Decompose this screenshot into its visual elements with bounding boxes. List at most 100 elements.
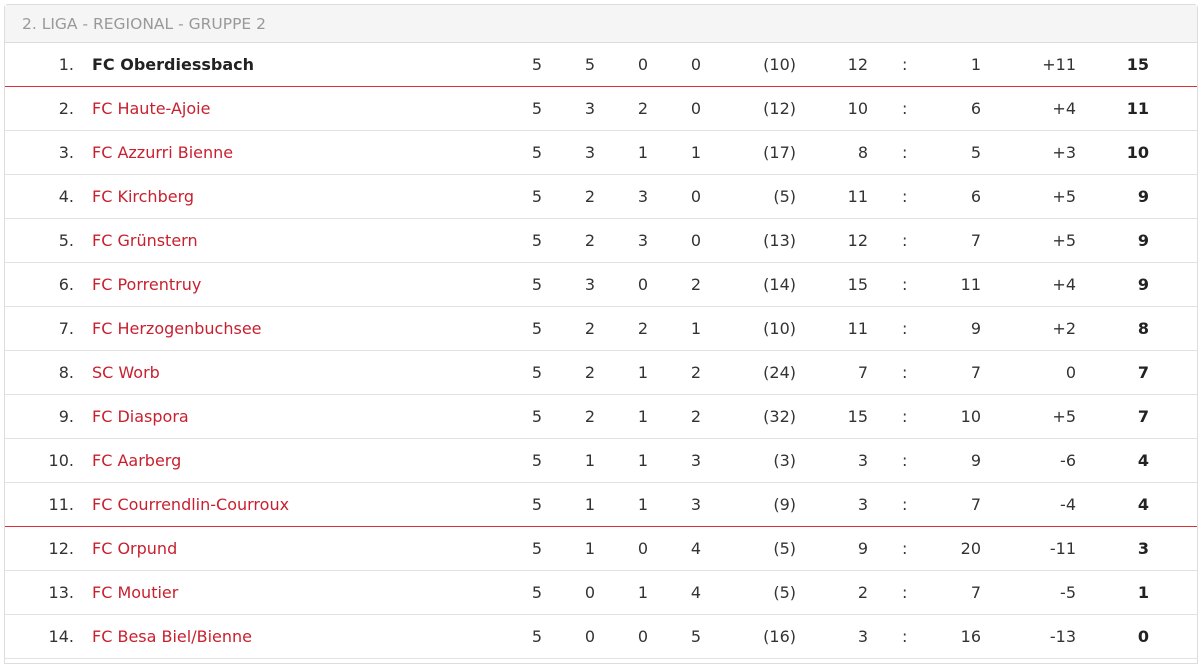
lost: 1 xyxy=(690,319,702,338)
team-link[interactable]: FC Courrendlin-Courroux xyxy=(92,495,290,514)
won: 2 xyxy=(584,231,596,250)
lost: 2 xyxy=(690,363,702,382)
won: 1 xyxy=(584,451,596,470)
table-row: 6. FC Porrentruy 5 3 0 2 (14) 15: 11 +4 9 xyxy=(5,263,1197,307)
lost: 4 xyxy=(690,583,702,602)
team-link[interactable]: FC Haute-Ajoie xyxy=(92,99,211,118)
drawn: 1 xyxy=(637,143,649,162)
goals-against: 7 xyxy=(970,231,981,250)
played: 5 xyxy=(531,187,543,206)
fairplay-points: (17) xyxy=(763,143,796,162)
played: 5 xyxy=(531,363,543,382)
played: 5 xyxy=(531,407,543,426)
points: 4 xyxy=(1137,495,1149,514)
rank: 7. xyxy=(58,319,74,338)
played: 5 xyxy=(531,275,543,294)
table-row: 7. FC Herzogenbuchsee 5 2 2 1 (10) 11: 9 +2 8 xyxy=(5,307,1197,351)
won: 3 xyxy=(584,143,596,162)
team-link[interactable]: SC Worb xyxy=(92,363,160,382)
won: 0 xyxy=(584,627,596,646)
goal-difference: +5 xyxy=(1052,187,1076,206)
fairplay-points: (5) xyxy=(773,539,796,558)
team-link[interactable]: FC Azzurri Bienne xyxy=(92,143,234,162)
goals-against: 6 xyxy=(970,187,981,206)
goals-for: 9 xyxy=(857,539,868,558)
rank: 13. xyxy=(48,583,74,602)
league-title: 2. LIGA - REGIONAL - GRUPPE 2 xyxy=(5,5,1197,43)
goals-against: 16 xyxy=(960,627,981,646)
table-row: 10. FC Aarberg 5 1 1 3 (3) 3: 9 -6 4 xyxy=(5,439,1197,483)
rank: 6. xyxy=(58,275,74,294)
goal-separator: : xyxy=(902,583,908,602)
goals-against: 7 xyxy=(970,583,981,602)
table-row: 5. FC Grünstern 5 2 3 0 (13) 12: 7 +5 9 xyxy=(5,219,1197,263)
fairplay-points: (12) xyxy=(763,99,796,118)
lost: 2 xyxy=(690,407,702,426)
lost: 3 xyxy=(690,495,702,514)
goals-for: 15 xyxy=(847,407,868,426)
drawn: 2 xyxy=(637,319,649,338)
team-link[interactable]: FC Porrentruy xyxy=(92,275,202,294)
team-link[interactable]: FC Diaspora xyxy=(92,407,189,426)
goals-against: 6 xyxy=(970,99,981,118)
rank: 5. xyxy=(58,231,74,250)
lost: 2 xyxy=(690,275,702,294)
goal-separator: : xyxy=(902,55,908,74)
table-row: 13. FC Moutier 5 0 1 4 (5) 2: 7 -5 1 xyxy=(5,571,1197,615)
team-link[interactable]: FC Aarberg xyxy=(92,451,182,470)
goal-separator: : xyxy=(902,495,908,514)
drawn: 3 xyxy=(637,231,649,250)
goals-against: 7 xyxy=(970,495,981,514)
goal-difference: +2 xyxy=(1052,319,1076,338)
goals-for: 11 xyxy=(847,319,868,338)
goal-separator: : xyxy=(902,363,908,382)
team-link[interactable]: FC Moutier xyxy=(92,583,179,602)
goals-for: 12 xyxy=(847,55,868,74)
points: 4 xyxy=(1137,451,1149,470)
table-row: 14. FC Besa Biel/Bienne 5 0 0 5 (16) 3: 16 -13 0 xyxy=(5,615,1197,659)
table-row: 3. FC Azzurri Bienne 5 3 1 1 (17) 8: 5 +3 10 xyxy=(5,131,1197,175)
goals-against: 5 xyxy=(970,143,981,162)
team-link[interactable]: FC Kirchberg xyxy=(92,187,195,206)
lost: 0 xyxy=(690,55,702,74)
won: 1 xyxy=(584,495,596,514)
goals-against: 10 xyxy=(960,407,981,426)
fairplay-points: (5) xyxy=(773,583,796,602)
played: 5 xyxy=(531,231,543,250)
fairplay-points: (9) xyxy=(773,495,796,514)
goal-difference: -13 xyxy=(1049,627,1076,646)
goals-against: 7 xyxy=(970,363,981,382)
drawn: 1 xyxy=(637,407,649,426)
goal-separator: : xyxy=(902,407,908,426)
team-link[interactable]: FC Orpund xyxy=(92,539,178,558)
points: 3 xyxy=(1137,539,1149,558)
table-row: 1. FC Oberdiessbach 5 5 0 0 (10) 12: 1 +11 15 xyxy=(5,43,1197,87)
won: 2 xyxy=(584,319,596,338)
won: 2 xyxy=(584,363,596,382)
goals-against: 20 xyxy=(960,539,981,558)
goal-separator: : xyxy=(902,627,908,646)
rank: 1. xyxy=(58,55,74,74)
rank: 9. xyxy=(58,407,74,426)
drawn: 1 xyxy=(637,583,649,602)
table-row: 11. FC Courrendlin-Courroux 5 1 1 3 (9) 3: 7 -4 4 xyxy=(5,483,1197,527)
points: 0 xyxy=(1137,627,1149,646)
fairplay-points: (5) xyxy=(773,187,796,206)
team-link[interactable]: FC Grünstern xyxy=(92,231,198,250)
rank: 8. xyxy=(58,363,74,382)
points: 7 xyxy=(1137,407,1149,426)
goal-separator: : xyxy=(902,539,908,558)
table-row: 4. FC Kirchberg 5 2 3 0 (5) 11: 6 +5 9 xyxy=(5,175,1197,219)
goals-against: 11 xyxy=(960,275,981,294)
table-row: 2. FC Haute-Ajoie 5 3 2 0 (12) 10: 6 +4 11 xyxy=(5,87,1197,131)
team-link[interactable]: FC Herzogenbuchsee xyxy=(92,319,262,338)
goals-for: 11 xyxy=(847,187,868,206)
played: 5 xyxy=(531,143,543,162)
goal-difference: -6 xyxy=(1060,451,1076,470)
goals-for: 3 xyxy=(857,627,868,646)
team-link[interactable]: FC Besa Biel/Bienne xyxy=(92,627,252,646)
played: 5 xyxy=(531,583,543,602)
drawn: 0 xyxy=(637,539,649,558)
played: 5 xyxy=(531,627,543,646)
team-link: FC Oberdiessbach xyxy=(92,55,254,74)
